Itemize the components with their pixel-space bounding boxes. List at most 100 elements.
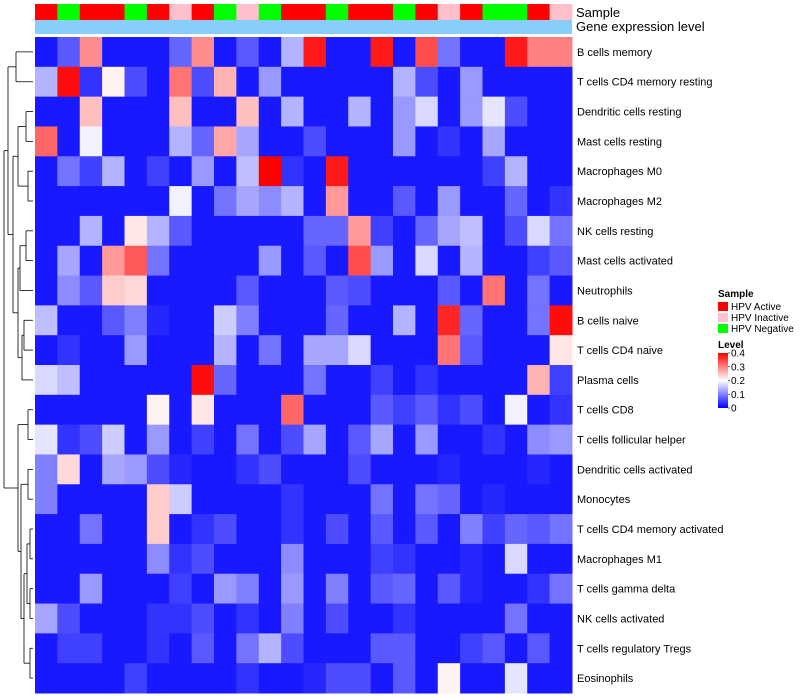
heatmap-cell <box>191 454 215 485</box>
row-label: Neutrophils <box>577 285 633 297</box>
heatmap-cell <box>281 335 304 366</box>
heatmap-cell <box>325 305 349 336</box>
heatmap-cell <box>460 156 483 187</box>
heatmap-cell <box>214 66 237 98</box>
heatmap-cell <box>191 365 215 396</box>
heatmap-cell <box>303 365 327 396</box>
sample-track-cell <box>370 4 394 20</box>
heatmap-cell <box>348 215 372 247</box>
heatmap-cell <box>79 424 103 455</box>
heatmap-cell <box>191 394 215 426</box>
heatmap-cell <box>124 245 148 277</box>
heatmap-cell <box>482 156 506 187</box>
heatmap-cell <box>325 573 349 605</box>
heatmap-cell <box>236 186 260 217</box>
heatmap-cell <box>102 275 125 306</box>
heatmap-cell <box>348 514 372 545</box>
heatmap-cell <box>370 394 394 426</box>
heatmap-cell <box>527 514 551 545</box>
heatmap-cell <box>281 454 304 485</box>
heatmap-cell <box>79 37 103 68</box>
heatmap-cell <box>146 335 170 366</box>
heatmap-cell <box>281 66 304 98</box>
heatmap-cell <box>348 365 372 396</box>
heatmap-cell <box>348 245 372 277</box>
heatmap-cell <box>370 37 394 68</box>
heatmap-cell <box>214 394 237 426</box>
heatmap-cell <box>527 156 551 187</box>
heatmap-cell <box>504 365 528 396</box>
heatmap-cell <box>527 37 551 68</box>
heatmap-cell <box>527 215 551 247</box>
heatmap-cell <box>236 484 260 515</box>
heatmap-cell <box>102 96 125 127</box>
heatmap-cell <box>214 454 237 485</box>
heatmap-cell <box>258 484 282 515</box>
heatmap-cell <box>146 633 170 664</box>
heatmap-cell <box>527 543 551 575</box>
heatmap-cell <box>281 663 304 694</box>
heatmap-cell <box>482 663 506 694</box>
sample-legend-label: HPV Active <box>731 302 781 313</box>
heatmap-cell <box>527 603 551 634</box>
heatmap-cell <box>35 484 58 515</box>
heatmap-cell <box>258 543 282 575</box>
heatmap-cell <box>57 126 81 157</box>
heatmap-cell <box>437 186 461 217</box>
row-label: Dendritic cells resting <box>577 107 682 119</box>
heatmap-cell <box>169 335 193 366</box>
heatmap-cell <box>79 96 103 127</box>
row-label: NK cells activated <box>577 613 664 625</box>
heatmap-cell <box>214 424 237 455</box>
heatmap-cell <box>482 603 506 634</box>
heatmap-cell <box>370 245 394 277</box>
heatmap-cell <box>124 424 148 455</box>
heatmap-cell <box>549 365 573 396</box>
heatmap-cell <box>527 245 551 277</box>
heatmap-cell <box>169 543 193 575</box>
heatmap-cell <box>258 37 282 68</box>
heatmap-cell <box>79 305 103 336</box>
heatmap-cell <box>303 96 327 127</box>
heatmap-cell <box>549 305 573 336</box>
heatmap-cell <box>527 424 551 455</box>
heatmap-cell <box>549 603 573 634</box>
heatmap-cell <box>482 573 506 605</box>
heatmap-cell <box>482 186 506 217</box>
heatmap-cell <box>79 275 103 306</box>
heatmap-cell <box>437 126 461 157</box>
heatmap-cell <box>504 633 528 664</box>
heatmap-cell <box>146 365 170 396</box>
heatmap-cell <box>57 663 81 694</box>
heatmap-cell <box>57 305 81 336</box>
heatmap-cell <box>348 37 372 68</box>
sample-legend-swatch <box>718 313 728 322</box>
heatmap-cell <box>460 37 483 68</box>
heatmap-cell <box>482 365 506 396</box>
heatmap-cell <box>35 126 58 157</box>
heatmap-cell <box>370 663 394 694</box>
heatmap-cell <box>57 633 81 664</box>
heatmap-cell <box>504 126 528 157</box>
heatmap-cell <box>124 633 148 664</box>
row-label: Mast cells resting <box>577 136 662 148</box>
heatmap-cell <box>370 126 394 157</box>
heatmap-cell <box>57 365 81 396</box>
heatmap-cell <box>504 603 528 634</box>
heatmap-cell <box>281 543 304 575</box>
heatmap-cell <box>236 454 260 485</box>
heatmap-cell <box>482 305 506 336</box>
heatmap-cell <box>393 215 416 247</box>
heatmap-cell <box>236 126 260 157</box>
sample-track-cell <box>281 4 304 20</box>
heatmap-cell <box>258 186 282 217</box>
heatmap-cell <box>281 96 304 127</box>
heatmap-cell <box>146 37 170 68</box>
heatmap-cell <box>169 633 193 664</box>
heatmap-cell <box>460 573 483 605</box>
heatmap-cell <box>35 305 58 336</box>
heatmap-cell <box>482 215 506 247</box>
sample-track-cell <box>146 4 170 20</box>
heatmap-cell <box>303 603 327 634</box>
heatmap-cell <box>415 186 439 217</box>
